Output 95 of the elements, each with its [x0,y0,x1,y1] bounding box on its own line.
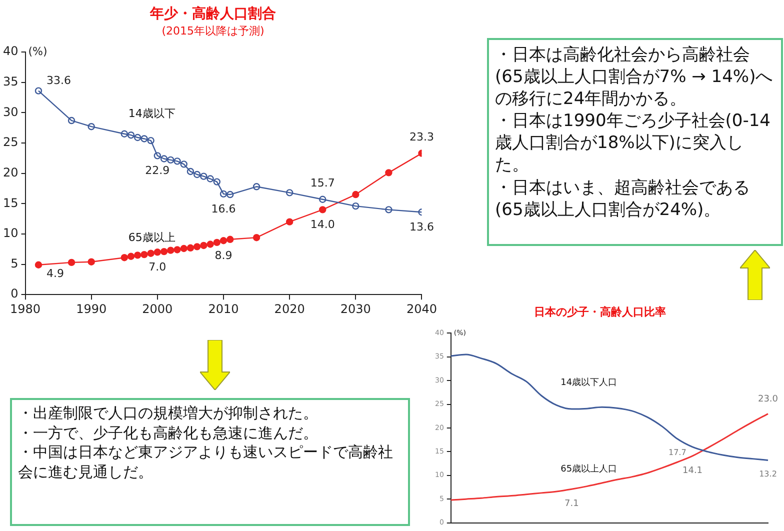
y-tick-label: 20 [2,165,18,180]
point [352,202,360,210]
x-tick-label: 2010 [208,302,239,316]
point [193,170,201,178]
y-tick-label: 10 [2,226,18,240]
point [160,155,168,162]
x-tick-label: 1990 [76,302,107,316]
x-tick-label: 1980 [10,302,41,316]
series-label: 14歳以下人口 [560,377,618,388]
data-label: 7.1 [564,498,579,509]
data-label: 14.0 [310,218,335,232]
point [154,248,162,256]
point [167,246,174,254]
point [186,168,194,176]
x-tick-label: 2040 [406,302,438,316]
point [200,242,208,250]
text: ・一方で、少子化も高齢化も急速に進んだ。 [18,424,319,443]
point [120,254,128,262]
data-label: 13.2 [759,469,777,478]
point [34,87,42,94]
text: ・日本はいま、超高齢社会である(65歳以上人口割合が24%)。 [495,176,751,221]
point [186,244,194,252]
point [385,169,392,176]
point [134,134,142,142]
point [154,152,162,160]
series-label: 65歳以上人口 [560,463,618,474]
data-label: 7.0 [148,260,166,274]
y-tick-label: 40 [2,44,18,58]
point [226,190,234,198]
point [213,238,220,246]
chart-subtitle: (2015年以降は予測) [162,24,264,38]
data-label: 4.9 [46,267,64,280]
point [127,131,135,139]
point [193,243,201,250]
point [206,240,214,248]
y-tick-label: 15 [2,196,18,210]
point [220,190,228,198]
data-label: 17.7 [668,448,686,457]
data-label: 15.7 [310,176,335,190]
x-tick-label: 2020 [274,302,305,316]
point [213,178,220,186]
point [385,206,392,214]
data-label: 16.6 [211,202,236,216]
data-label: 22.9 [145,164,170,178]
point [88,123,95,130]
point [252,234,260,242]
point [134,252,142,259]
point [319,206,326,214]
y-axis-title: (%) [28,44,48,58]
chart-title: 年少・高齢人口割合 [149,5,276,22]
point [68,258,76,266]
point [127,252,135,260]
point [120,130,128,138]
point [174,246,181,254]
point [88,258,95,266]
data-label: 23.0 [758,394,778,405]
point [220,237,228,244]
point [174,158,181,165]
y-tick-label: 25 [2,135,18,150]
text: ・日本は1990年ごろ少子社会(0-14歳人口割合が18%以下)に突入した。 [495,110,772,177]
data-label: 13.6 [409,220,434,234]
point [34,261,42,268]
point [140,135,148,142]
point [226,236,234,244]
y-tick-label: 35 [2,74,18,88]
point [200,172,208,180]
point [352,190,360,198]
series-label: 65歳以上 [128,230,176,244]
point [286,189,294,196]
series-label: 14歳以下 [128,107,176,120]
data-label: 14.1 [682,466,703,476]
point [286,218,294,226]
point [147,250,154,257]
point [206,175,214,182]
x-tick-label: 2030 [340,302,371,316]
point [160,248,168,256]
point [180,160,188,168]
text: ・中国は日本など東アジアよりも速いスピードで高齢社会に進む見通しだ。 [18,443,394,482]
data-label: 23.3 [409,130,434,144]
y-tick-label: 5 [10,256,18,270]
point [319,196,326,203]
data-label: 33.6 [46,74,71,88]
point [252,183,260,190]
text: ・日本は高齢化社会から高齢社会(65歳以上人口割合が7% → 14%)への移行に24年間かかる。 [495,44,774,110]
y-tick-label: 0 [10,286,18,301]
data-label: 8.9 [214,248,232,262]
point [147,136,154,144]
point [140,250,148,258]
text: ・出産制限で人口の規模増大が抑制された。 [18,404,319,424]
x-tick-label: 2000 [142,302,173,316]
point [167,156,174,164]
chart-title: 日本の少子・高齢人口比率 [534,305,666,318]
point [180,244,188,252]
point [68,116,76,124]
y-tick-label: 30 [2,104,18,119]
